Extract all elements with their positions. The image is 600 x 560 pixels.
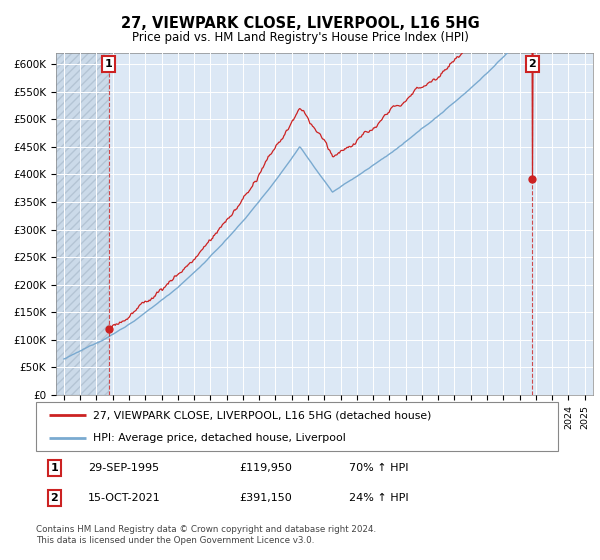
Text: 1: 1 [50,463,58,473]
Text: 2: 2 [50,493,58,503]
Text: 15-OCT-2021: 15-OCT-2021 [88,493,161,503]
Text: 29-SEP-1995: 29-SEP-1995 [88,463,160,473]
Text: 1: 1 [105,59,113,69]
FancyBboxPatch shape [36,402,558,451]
Text: 24% ↑ HPI: 24% ↑ HPI [349,493,409,503]
Text: £119,950: £119,950 [239,463,292,473]
Text: £391,150: £391,150 [239,493,292,503]
Text: 2: 2 [529,59,536,69]
Text: 27, VIEWPARK CLOSE, LIVERPOOL, L16 5HG (detached house): 27, VIEWPARK CLOSE, LIVERPOOL, L16 5HG (… [94,410,432,421]
Text: 70% ↑ HPI: 70% ↑ HPI [349,463,409,473]
Text: Price paid vs. HM Land Registry's House Price Index (HPI): Price paid vs. HM Land Registry's House … [131,31,469,44]
Text: Contains HM Land Registry data © Crown copyright and database right 2024.: Contains HM Land Registry data © Crown c… [36,525,376,534]
Text: 27, VIEWPARK CLOSE, LIVERPOOL, L16 5HG: 27, VIEWPARK CLOSE, LIVERPOOL, L16 5HG [121,16,479,31]
Text: HPI: Average price, detached house, Liverpool: HPI: Average price, detached house, Live… [94,433,346,444]
Text: This data is licensed under the Open Government Licence v3.0.: This data is licensed under the Open Gov… [36,536,314,545]
